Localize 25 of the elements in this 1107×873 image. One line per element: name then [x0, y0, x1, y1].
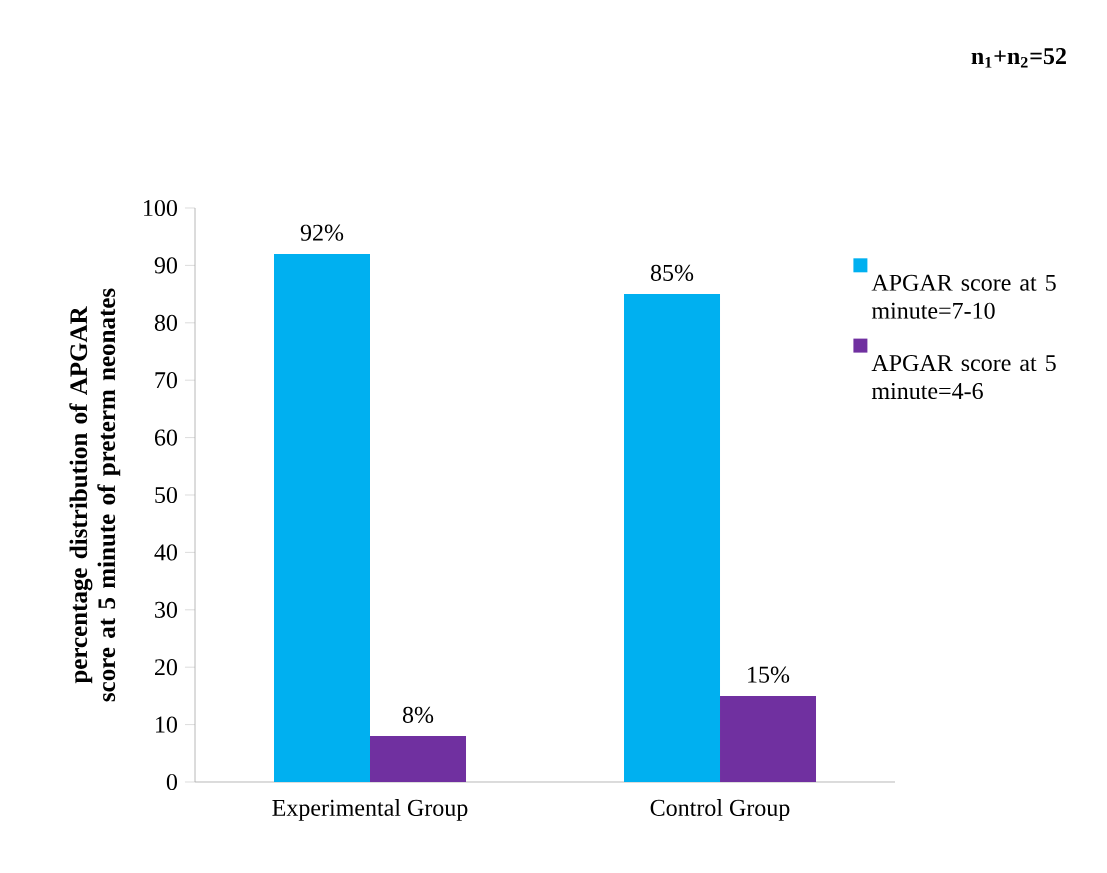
y-tick-label: 40 [154, 544, 178, 561]
y-tick-label: 20 [155, 659, 178, 676]
bar [274, 253, 370, 782]
data-label: 92% [300, 224, 344, 241]
y-tick-label: 50 [155, 486, 178, 504]
data-label: 85% [650, 264, 694, 282]
bar [720, 695, 817, 782]
y-tick-label: 90 [154, 257, 178, 274]
data-label: 15% [748, 666, 790, 683]
bar [624, 294, 721, 782]
y-axis-title: percentage distribution of APGAR score at 5 minute of preterm neonates [69, 288, 121, 702]
y-tick-label: 30 [155, 601, 178, 618]
y-tick-label: 10 [156, 716, 178, 733]
x-tick-label: Experimental Group [272, 799, 468, 821]
legend-label: APGAR score at 5 minute=4-6 [871, 355, 1056, 400]
y-tick-label: 80 [154, 314, 178, 331]
y-tick-label: 100 [144, 199, 178, 217]
legend-label: APGAR score at 5 minute=7-10 [871, 274, 1056, 319]
y-tick-label: 70 [155, 372, 178, 389]
y-tick-label: 60 [154, 429, 178, 446]
y-tick-label: 0 [166, 773, 178, 791]
data-label: 8% [402, 706, 434, 724]
x-tick-label: Control Group [650, 799, 790, 821]
text: n$_{1}$+n$_{2}$=52 [971, 48, 1066, 68]
bar [370, 736, 467, 782]
